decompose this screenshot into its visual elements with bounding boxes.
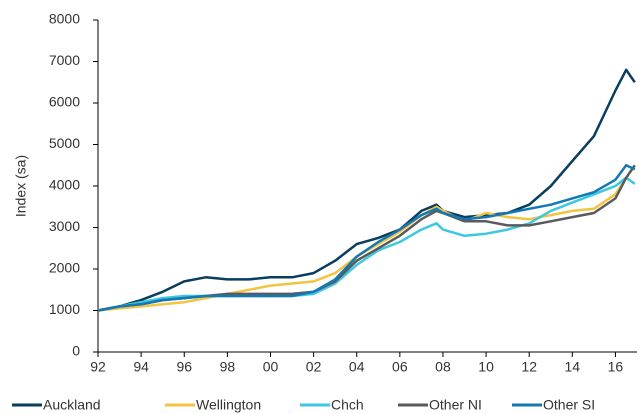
series-line bbox=[97, 164, 636, 312]
legend-label: Chch bbox=[331, 397, 364, 413]
y-tick-label: 0 bbox=[72, 343, 80, 359]
x-tick-label: 14 bbox=[565, 359, 581, 375]
x-tick-label: 94 bbox=[133, 359, 149, 375]
y-tick-label: 2000 bbox=[49, 260, 80, 276]
y-tick-label: 8000 bbox=[49, 11, 80, 27]
x-tick-label: 04 bbox=[349, 359, 365, 375]
y-tick-label: 3000 bbox=[49, 218, 80, 234]
y-tick-label: 4000 bbox=[49, 177, 80, 193]
series-line bbox=[97, 176, 636, 312]
y-axis-label: Index (sa) bbox=[13, 155, 29, 217]
x-tick-label: 16 bbox=[608, 359, 624, 375]
legend-label: Auckland bbox=[43, 397, 101, 413]
x-tick-label: 92 bbox=[90, 359, 106, 375]
y-tick-label: 7000 bbox=[49, 52, 80, 68]
series-line bbox=[97, 164, 636, 312]
y-tick-label: 1000 bbox=[49, 301, 80, 317]
legend-label: Other NI bbox=[429, 397, 482, 413]
x-tick-label: 02 bbox=[306, 359, 322, 375]
x-tick-label: 00 bbox=[263, 359, 279, 375]
legend-label: Other SI bbox=[543, 397, 595, 413]
y-tick-label: 5000 bbox=[49, 135, 80, 151]
x-tick-label: 96 bbox=[176, 359, 192, 375]
x-tick-label: 10 bbox=[478, 359, 494, 375]
y-tick-label: 6000 bbox=[49, 94, 80, 110]
series-line bbox=[97, 164, 636, 312]
x-tick-label: 12 bbox=[521, 359, 537, 375]
x-tick-label: 06 bbox=[392, 359, 408, 375]
x-tick-label: 08 bbox=[435, 359, 451, 375]
legend-label: Wellington bbox=[196, 397, 261, 413]
series-line bbox=[97, 68, 636, 312]
x-tick-label: 98 bbox=[220, 359, 236, 375]
